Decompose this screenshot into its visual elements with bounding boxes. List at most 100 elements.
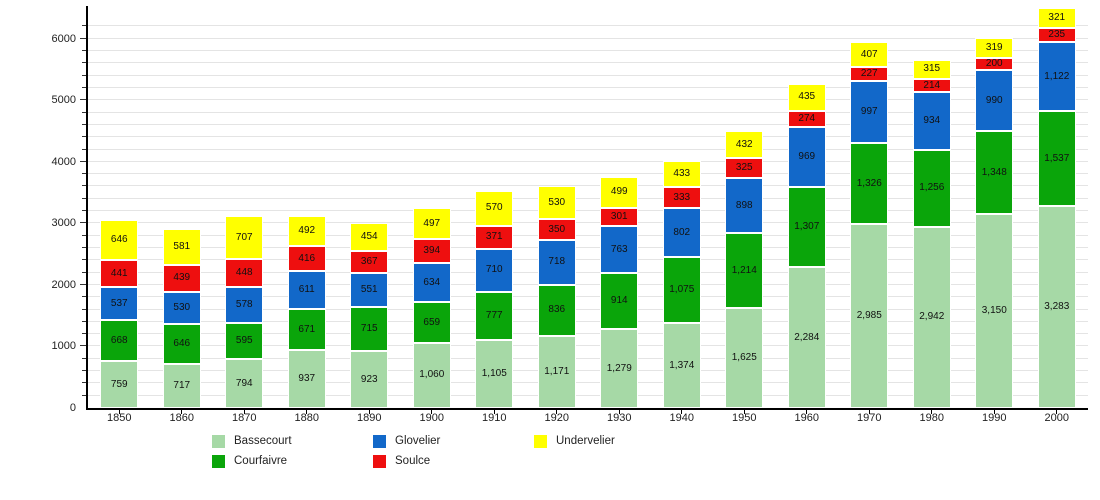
gridline-3200	[88, 210, 1088, 212]
segment-value-label: 432	[735, 138, 753, 150]
segment-value-label: 717	[173, 379, 191, 391]
segment-value-label: 710	[485, 264, 503, 276]
segment-soulce-1890: 367	[350, 250, 389, 274]
segment-bassecourt-1920: 1,171	[537, 335, 576, 408]
segment-soulce-1960: 274	[787, 110, 826, 128]
segment-value-label: 497	[423, 217, 441, 229]
x-axis-labels: 1850 1860 1870 1880 1890 1900 1910 1920 1930 1940…	[88, 412, 1088, 424]
y-tick-5400	[82, 74, 86, 76]
segment-undervelier-1950: 432	[725, 131, 764, 159]
legend-swatch-glovelier	[373, 434, 386, 448]
segment-value-label: 1,625	[731, 352, 757, 363]
segment-bassecourt-1940: 1,374	[662, 323, 701, 408]
segment-value-label: 530	[173, 301, 191, 313]
segment-soulce-1950: 325	[725, 158, 764, 179]
segment-soulce-1870: 448	[225, 259, 264, 287]
gridline-5400	[88, 74, 1088, 76]
stacked-bar-1860: 717 646 530 439 581	[162, 228, 201, 408]
segment-value-label: 802	[673, 226, 691, 238]
y-tick-5200	[82, 87, 86, 88]
segment-courfaivre-1920: 836	[537, 284, 576, 336]
y-axis-label-3000: 3000	[51, 217, 76, 230]
gridline-4400	[88, 136, 1088, 138]
segment-value-label: 371	[485, 231, 503, 243]
gridline-1200	[88, 333, 1088, 335]
stacked-bar-1870: 794 595 578 448 707	[225, 215, 264, 408]
legend-item-undervelier: Undervelier	[534, 434, 695, 448]
segment-undervelier-1990: 319	[975, 38, 1014, 58]
segment-value-label: 454	[360, 230, 378, 242]
segment-value-label: 611	[298, 284, 315, 296]
segment-value-label: 1,214	[731, 264, 757, 276]
segment-value-label: 3,150	[981, 305, 1007, 317]
segment-value-label: 350	[548, 223, 566, 235]
y-tick-3800	[82, 173, 86, 175]
segment-value-label: 794	[235, 377, 253, 389]
y-tick-3000	[80, 222, 86, 224]
gridline-2400	[88, 259, 1088, 261]
gridline-1400	[88, 320, 1088, 322]
stacked-bar-1850: 759 668 537 441 646	[100, 220, 139, 408]
legend-label-undervelier: Undervelier	[556, 435, 615, 447]
segment-value-label: 274	[798, 112, 816, 124]
y-axis-label-6000: 6000	[51, 32, 76, 45]
y-tick-4400	[82, 136, 86, 138]
bar-slot-1850: 759 668 537 441 646	[88, 8, 151, 414]
segment-value-label: 969	[798, 151, 816, 163]
segment-value-label: 763	[610, 243, 628, 255]
x-axis-label-1950: 1950	[732, 412, 757, 424]
segment-undervelier-1870: 707	[225, 215, 264, 260]
segment-undervelier-1890: 454	[350, 222, 389, 251]
segment-value-label: 227	[860, 68, 878, 80]
segment-value-label: 937	[298, 373, 316, 385]
legend-label-soulce: Soulce	[395, 455, 431, 467]
segment-value-label: 1,075	[669, 284, 695, 296]
bar-slot-1950: 1,625 1,214 898 325 432	[713, 8, 776, 414]
segment-soulce-1850: 441	[100, 260, 139, 288]
bar-slot-1980: 2,942 1,256 934 214 315	[901, 8, 964, 414]
bar-slot-2000: 3,283 1,537 1,122 235 321	[1026, 8, 1089, 414]
gridline-2600	[88, 247, 1088, 248]
bar-slot-1990: 3,150 1,348 990 200 319	[963, 8, 1026, 414]
y-axis-label-1000: 1000	[51, 340, 76, 353]
y-axis-line	[86, 6, 88, 408]
segment-value-label: 315	[923, 63, 941, 75]
gridline-6200	[88, 25, 1088, 27]
y-tick-3200	[82, 210, 86, 212]
segment-courfaivre-1950: 1,214	[725, 233, 764, 308]
y-tick-3600	[82, 185, 86, 187]
bars-container: 759 668 537 441 646 717 646 530 439 581 794 595 578 4…	[88, 8, 1089, 414]
gridline-2200	[88, 271, 1088, 273]
segment-value-label: 777	[485, 310, 503, 322]
gridline-600	[88, 370, 1088, 372]
y-axis-label-2000: 2000	[51, 278, 76, 291]
segment-value-label: 407	[860, 48, 878, 60]
y-tick-5600	[82, 62, 86, 64]
segment-undervelier-1860: 581	[162, 228, 201, 265]
legend-swatch-courfaivre	[212, 454, 225, 468]
segment-soulce-1860: 439	[162, 264, 201, 292]
stacked-bar-1990: 3,150 1,348 990 200 319	[975, 38, 1014, 408]
segment-value-label: 321	[1048, 12, 1066, 24]
x-axis-label-1870: 1870	[232, 412, 257, 424]
x-axis-label-1920: 1920	[544, 412, 569, 424]
stacked-bar-1980: 2,942 1,256 934 214 315	[912, 59, 951, 408]
segment-soulce-1980: 214	[912, 79, 951, 93]
gridline-3000	[88, 222, 1088, 224]
segment-courfaivre-2000: 1,537	[1037, 111, 1076, 206]
y-tick-2200	[82, 271, 86, 273]
stacked-bar-1910: 1,105 777 710 371 570	[475, 190, 514, 408]
y-tick-1200	[82, 333, 86, 335]
segment-courfaivre-1940: 1,075	[662, 257, 701, 324]
legend-item-bassecourt: Bassecourt	[212, 434, 373, 448]
segment-value-label: 200	[985, 58, 1003, 70]
segment-undervelier-2000: 321	[1037, 8, 1076, 28]
segment-value-label: 836	[548, 304, 566, 316]
segment-glovelier-1870: 578	[225, 286, 264, 323]
y-tick-5000	[80, 99, 86, 101]
y-tick-1800	[82, 296, 86, 298]
legend-item-soulce: Soulce	[373, 454, 534, 468]
x-tick-1870	[243, 410, 245, 414]
segment-glovelier-1900: 634	[412, 263, 451, 303]
x-tick-1990	[993, 410, 995, 414]
